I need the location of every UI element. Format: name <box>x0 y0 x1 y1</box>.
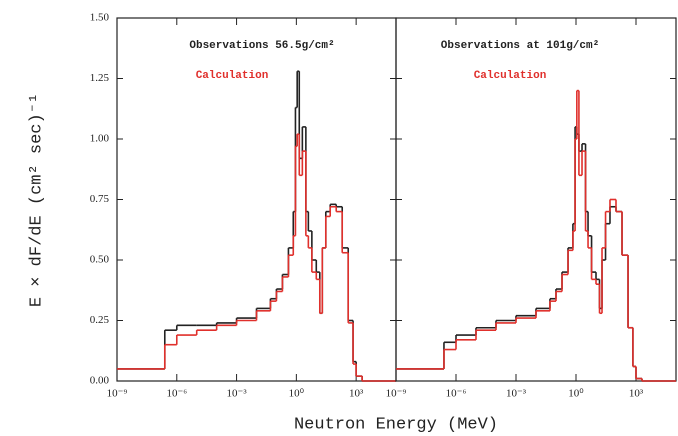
legend-label: Observations 56.5g/cm² <box>189 40 334 52</box>
x-tick-label: 10³ <box>349 388 364 400</box>
legend-label: Observations at 101g/cm² <box>441 40 599 52</box>
y-axis-label: E × dF/dE (cm² sec)⁻¹ <box>27 93 46 307</box>
step-riser <box>443 90 643 381</box>
y-tick-label: 1.00 <box>90 133 110 145</box>
y-tick-label: 0.25 <box>90 314 110 326</box>
x-axis-label: Neutron Energy (MeV) <box>294 415 498 434</box>
y-tick-label: 1.25 <box>90 72 110 84</box>
step-riser <box>443 126 643 381</box>
x-tick-label: 10⁻³ <box>506 388 527 400</box>
x-tick-label: 10⁻⁹ <box>107 388 128 400</box>
y-tick-label: 0.75 <box>90 193 110 205</box>
x-tick-label: 10⁻⁶ <box>446 388 467 400</box>
x-tick-label: 10⁻⁶ <box>166 388 187 400</box>
x-tick-label: 10³ <box>629 388 644 400</box>
step-riser <box>163 134 363 381</box>
x-tick-label: 10⁻⁹ <box>386 388 407 400</box>
y-tick-label: 1.50 <box>90 12 110 24</box>
legend-label: Calculation <box>474 70 547 82</box>
y-tick-label: 0.50 <box>90 254 110 266</box>
x-tick-label: 10⁻³ <box>227 388 248 400</box>
y-tick-label: 0.00 <box>90 375 110 387</box>
x-tick-label: 10⁰ <box>568 388 584 400</box>
x-tick-label: 10⁰ <box>289 388 305 400</box>
legend-label: Calculation <box>196 70 269 82</box>
